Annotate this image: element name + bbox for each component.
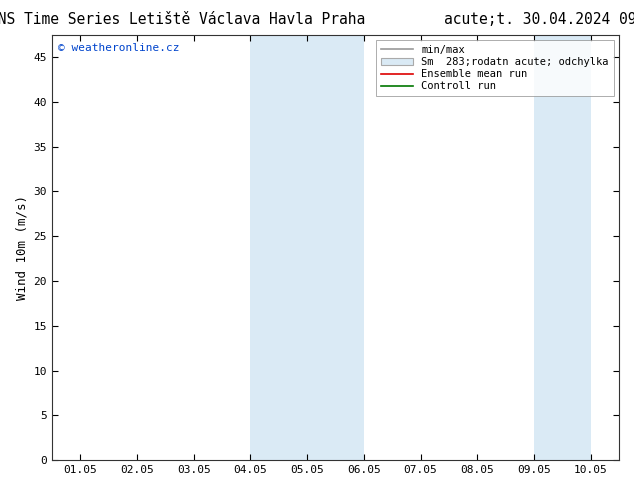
Bar	[250, 35, 307, 460]
Text: ENS Time Series Letiště Václava Havla Praha: ENS Time Series Letiště Václava Havla Pr…	[0, 12, 366, 27]
Y-axis label: Wind 10m (m/s): Wind 10m (m/s)	[15, 195, 28, 300]
Text: © weatheronline.cz: © weatheronline.cz	[58, 43, 179, 53]
Text: acute;t. 30.04.2024 09 UTC: acute;t. 30.04.2024 09 UTC	[444, 12, 634, 27]
Bar	[534, 35, 591, 460]
Legend: min/max, Sm  283;rodatn acute; odchylka, Ensemble mean run, Controll run: min/max, Sm 283;rodatn acute; odchylka, …	[377, 40, 614, 97]
Bar	[307, 35, 364, 460]
